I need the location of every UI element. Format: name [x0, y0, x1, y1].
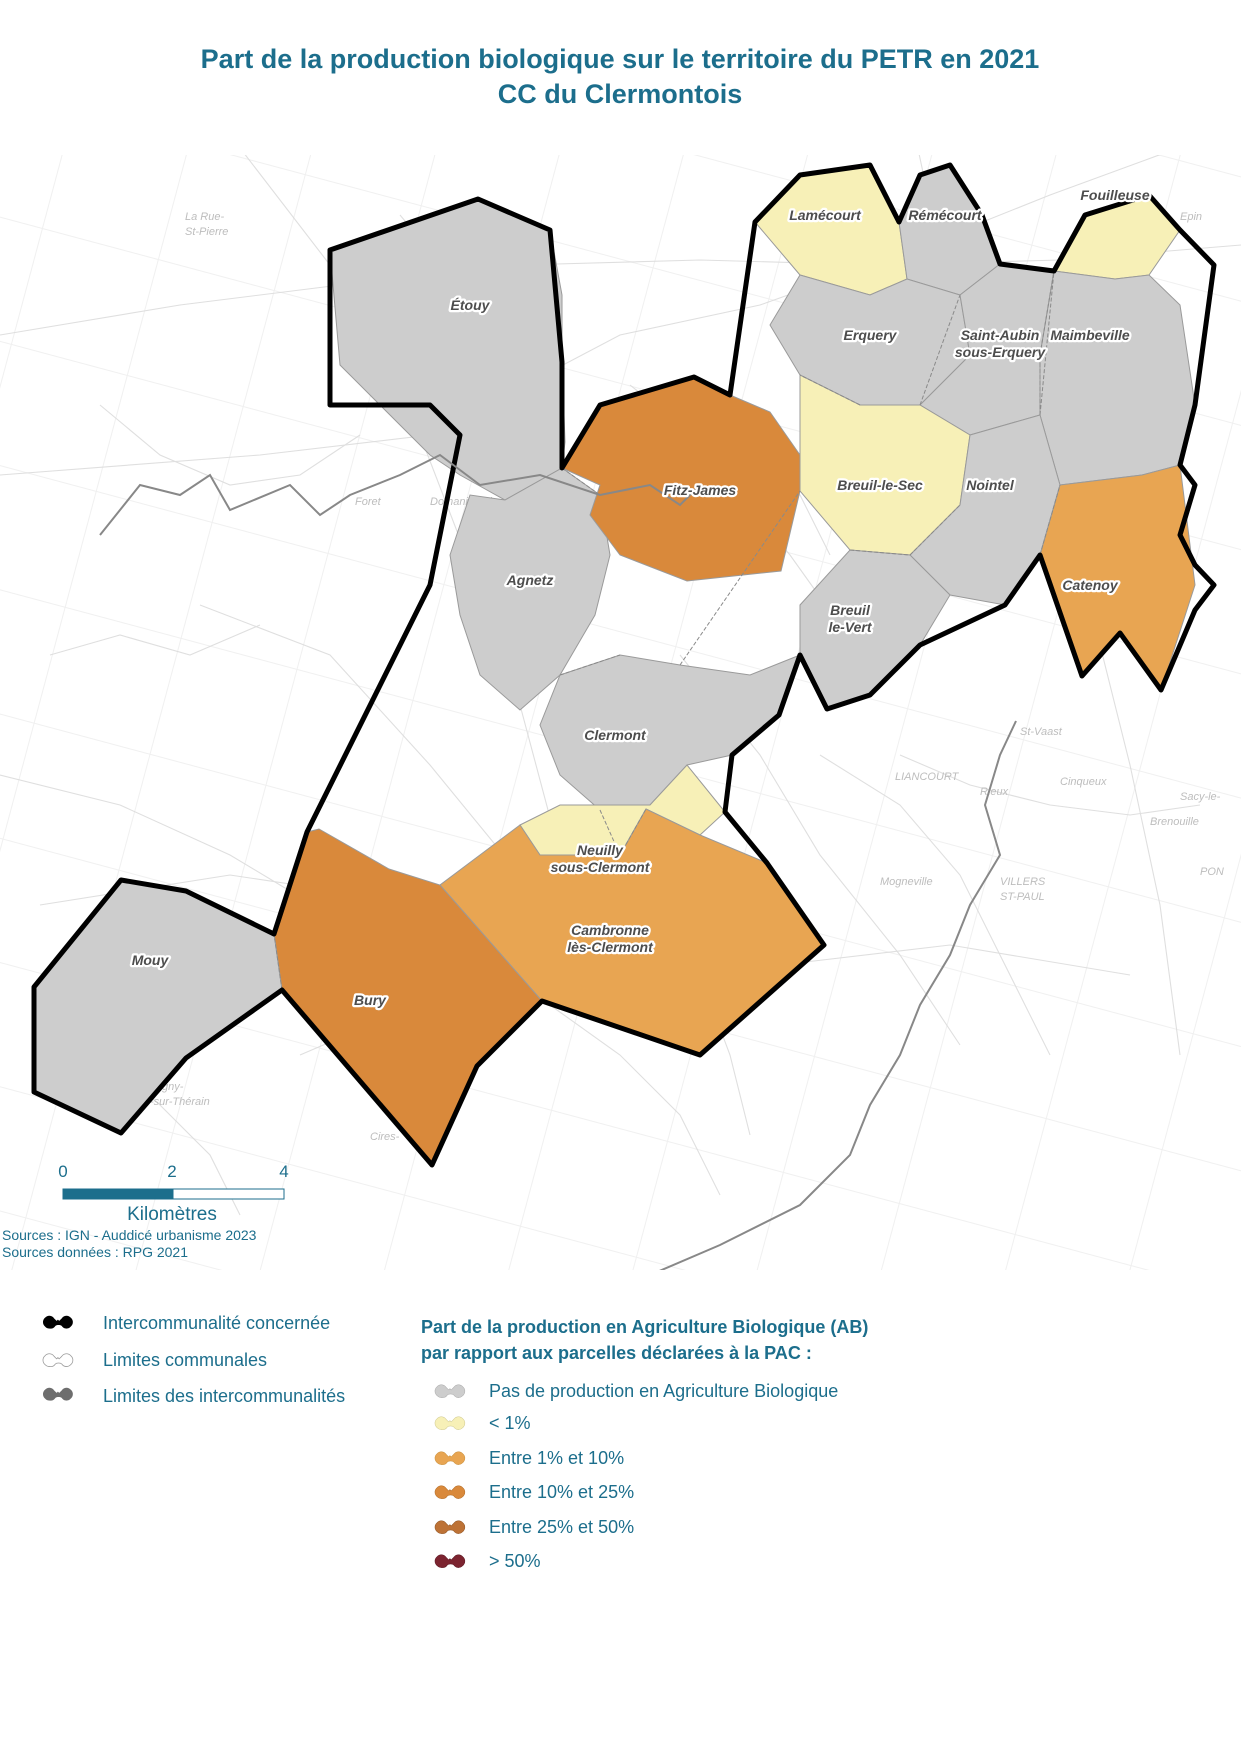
- svg-text:Breuil: Breuil: [830, 602, 871, 618]
- svg-text:Erquery: Erquery: [844, 327, 898, 343]
- svg-text:Kilomètres: Kilomètres: [127, 1204, 217, 1225]
- svg-text:le-Vert: le-Vert: [828, 619, 872, 635]
- svg-text:Fitz-James: Fitz-James: [664, 482, 737, 498]
- svg-text:Epin: Epin: [1180, 211, 1202, 223]
- svg-text:Entre 1% et 10%: Entre 1% et 10%: [489, 1448, 624, 1468]
- svg-text:Pas de production en Agricultu: Pas de production en Agriculture Biologi…: [489, 1381, 838, 1401]
- svg-text:Brenouille: Brenouille: [1150, 816, 1199, 828]
- svg-text:Étouy: Étouy: [451, 297, 491, 313]
- svg-text:Catenoy: Catenoy: [1062, 577, 1118, 593]
- svg-text:Rémécourt: Rémécourt: [908, 207, 982, 223]
- svg-text:VILLERS: VILLERS: [1000, 876, 1046, 888]
- svg-text:CC du Clermontois: CC du Clermontois: [498, 79, 743, 109]
- svg-text:Bury: Bury: [354, 992, 387, 1008]
- svg-text:La Rue-: La Rue-: [185, 211, 224, 223]
- svg-text:Lamécourt: Lamécourt: [789, 207, 862, 223]
- svg-text:Cambronne: Cambronne: [571, 922, 649, 938]
- svg-text:Nointel: Nointel: [966, 477, 1015, 493]
- svg-text:Cires-: Cires-: [370, 1131, 400, 1143]
- svg-text:PON: PON: [1200, 866, 1224, 878]
- svg-text:Intercommunalité concernée: Intercommunalité concernée: [103, 1313, 330, 1333]
- svg-text:Entre 25% et 50%: Entre 25% et 50%: [489, 1517, 634, 1537]
- svg-text:Sources données : RPG 2021: Sources données : RPG 2021: [2, 1244, 188, 1260]
- svg-text:St-Vaast: St-Vaast: [1020, 726, 1063, 738]
- svg-text:Mouy: Mouy: [132, 952, 170, 968]
- svg-text:Fouilleuse: Fouilleuse: [1080, 187, 1149, 203]
- svg-text:Foret: Foret: [355, 496, 382, 508]
- svg-text:par rapport aux parcelles décl: par rapport aux parcelles déclarées à la…: [421, 1343, 812, 1363]
- svg-text:Sacy-le-: Sacy-le-: [1180, 791, 1221, 803]
- svg-text:Neuilly: Neuilly: [577, 842, 624, 858]
- svg-text:-sur-Thérain: -sur-Thérain: [150, 1096, 210, 1108]
- svg-text:Sources : IGN - Auddicé urbani: Sources : IGN - Auddicé urbanisme 2023: [2, 1227, 257, 1243]
- svg-text:Part de la production en Agric: Part de la production en Agriculture Bio…: [421, 1317, 868, 1337]
- svg-text:sous-Clermont: sous-Clermont: [551, 859, 651, 875]
- svg-text:< 1%: < 1%: [489, 1413, 531, 1433]
- svg-text:Maimbeville: Maimbeville: [1050, 327, 1130, 343]
- svg-text:ST-PAUL: ST-PAUL: [1000, 891, 1045, 903]
- svg-text:St-Pierre: St-Pierre: [185, 226, 228, 238]
- svg-text:Limites communales: Limites communales: [103, 1350, 267, 1370]
- svg-text:Entre 10% et 25%: Entre 10% et 25%: [489, 1482, 634, 1502]
- svg-text:LIANCOURT: LIANCOURT: [895, 771, 960, 783]
- svg-text:Clermont: Clermont: [584, 727, 647, 743]
- svg-text:Mogneville: Mogneville: [880, 876, 933, 888]
- svg-text:2: 2: [167, 1162, 176, 1181]
- svg-text:lès-Clermont: lès-Clermont: [567, 939, 654, 955]
- svg-text:Part de la production biologiq: Part de la production biologique sur le …: [201, 44, 1040, 74]
- svg-text:Agnetz: Agnetz: [506, 572, 554, 588]
- svg-text:> 50%: > 50%: [489, 1551, 541, 1571]
- svg-text:Limites des intercommunalités: Limites des intercommunalités: [103, 1386, 345, 1406]
- svg-text:Saint-Aubin: Saint-Aubin: [961, 327, 1040, 343]
- svg-text:Rieux: Rieux: [980, 786, 1009, 798]
- svg-text:4: 4: [279, 1162, 288, 1181]
- svg-text:0: 0: [58, 1162, 67, 1181]
- svg-text:Breuil-le-Sec: Breuil-le-Sec: [837, 477, 923, 493]
- svg-text:Cinqueux: Cinqueux: [1060, 776, 1107, 788]
- svg-text:sous-Erquery: sous-Erquery: [955, 344, 1046, 360]
